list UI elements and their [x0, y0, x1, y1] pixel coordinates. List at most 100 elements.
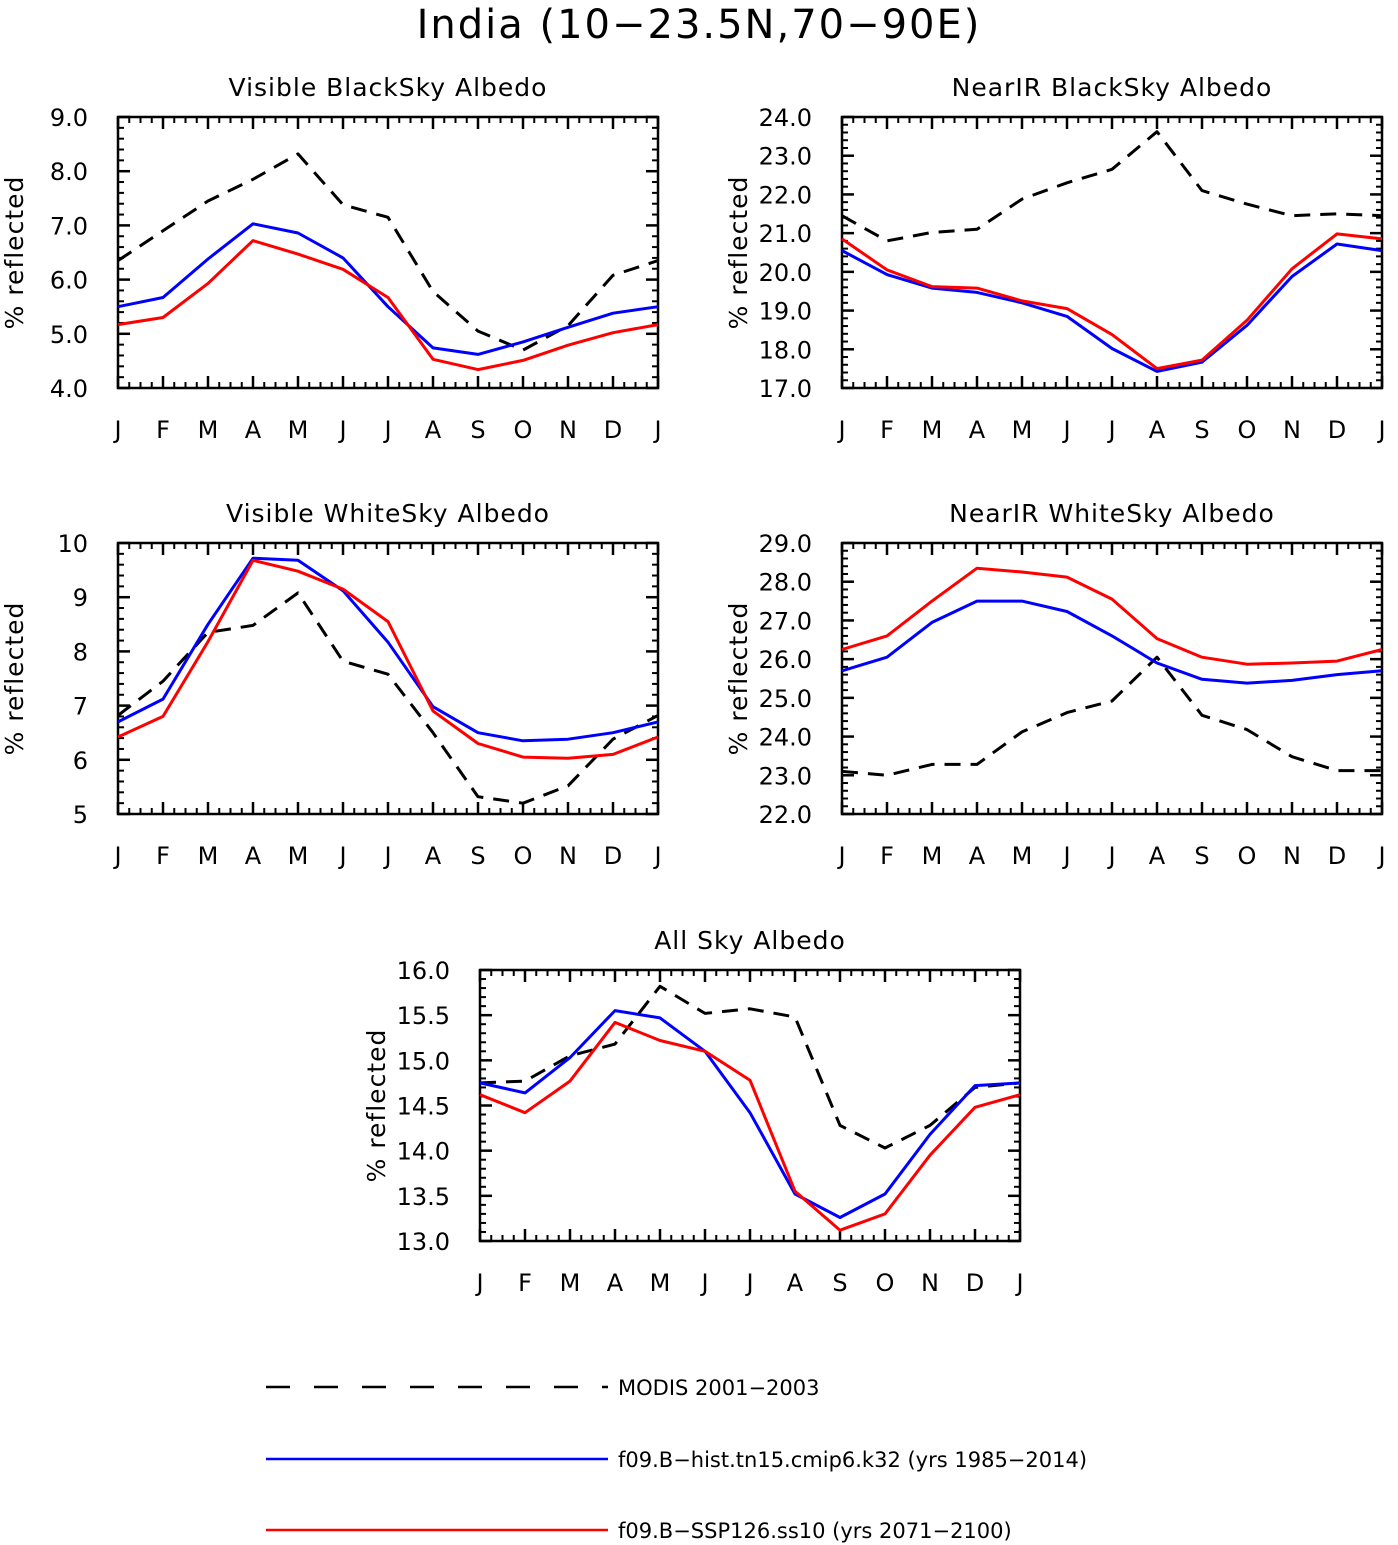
x-tick-label: J	[1376, 416, 1385, 444]
x-tick-label: J	[1061, 416, 1070, 444]
x-tick-label: A	[425, 416, 442, 444]
y-axis-label: % reflected	[362, 1029, 391, 1183]
x-tick-label: J	[652, 842, 661, 870]
x-tick-label: N	[559, 416, 577, 444]
panel-title: NearIR BlackSky Albedo	[952, 73, 1273, 102]
x-tick-label: J	[836, 842, 845, 870]
x-tick-label: M	[1012, 842, 1033, 870]
x-tick-label: M	[198, 416, 219, 444]
y-tick-label: 5	[73, 801, 88, 829]
x-tick-label: D	[966, 1269, 984, 1297]
x-tick-label: N	[559, 842, 577, 870]
y-tick-label: 21.0	[759, 220, 812, 248]
y-tick-label: 18.0	[759, 336, 812, 364]
x-tick-label: J	[652, 416, 661, 444]
x-tick-label: S	[470, 416, 485, 444]
series-line-modis	[841, 655, 1382, 777]
series-line-ssp	[841, 232, 1383, 371]
series-line-ssp	[479, 1020, 1021, 1232]
y-tick-label: 24.0	[759, 104, 812, 132]
y-tick-label: 7.0	[50, 212, 88, 240]
x-tick-label: M	[922, 842, 943, 870]
y-tick-label: 13.0	[397, 1228, 450, 1256]
series-line-ssp	[841, 566, 1383, 666]
y-tick-label: 6	[73, 747, 88, 775]
x-tick-label: J	[337, 842, 346, 870]
x-tick-label: A	[969, 842, 986, 870]
x-tick-label: A	[245, 416, 262, 444]
x-tick-label: S	[1194, 416, 1209, 444]
x-tick-label: M	[560, 1269, 581, 1297]
y-tick-label: 23.0	[759, 143, 812, 171]
plot-frame	[478, 968, 1022, 1243]
y-tick-label: 22.0	[759, 801, 812, 829]
x-tick-label: J	[112, 842, 121, 870]
y-tick-label: 22.0	[759, 181, 812, 209]
x-tick-label: N	[1283, 416, 1301, 444]
x-tick-label: O	[1238, 416, 1257, 444]
x-tick-label: J	[382, 842, 391, 870]
y-tick-label: 16.0	[397, 957, 450, 985]
legend-label-modis: MODIS 2001−2003	[618, 1376, 820, 1400]
panel-title: Visible WhiteSky Albedo	[226, 499, 550, 528]
y-tick-label: 9	[73, 584, 88, 612]
y-tick-label: 15.5	[397, 1002, 450, 1030]
plot-frame	[116, 541, 660, 816]
x-tick-label: D	[604, 842, 622, 870]
series-line-modis	[117, 152, 659, 352]
x-tick-label: F	[880, 416, 894, 444]
series-line-modis	[841, 130, 1383, 243]
figure-title: India (10−23.5N,70−90E)	[417, 2, 982, 48]
x-tick-label: N	[1283, 842, 1301, 870]
y-tick-label: 8	[73, 638, 88, 666]
x-tick-label: A	[1149, 416, 1166, 444]
y-tick-label: 19.0	[759, 298, 812, 326]
x-tick-label: F	[518, 1269, 532, 1297]
panel-title: NearIR WhiteSky Albedo	[949, 499, 1275, 528]
y-tick-label: 28.0	[759, 569, 812, 597]
x-tick-label: F	[880, 842, 894, 870]
x-tick-label: O	[1238, 842, 1257, 870]
y-axis-label: % reflected	[724, 602, 753, 756]
y-tick-label: 8.0	[50, 158, 88, 186]
x-tick-label: A	[1149, 842, 1166, 870]
series-line-hist	[117, 556, 659, 743]
x-tick-label: O	[514, 416, 533, 444]
y-tick-label: 14.5	[397, 1093, 450, 1121]
x-tick-label: D	[1328, 416, 1346, 444]
series-line-hist	[117, 222, 659, 356]
x-tick-label: A	[787, 1269, 804, 1297]
legend: MODIS 2001−2003 f09.B−hist.tn15.cmip6.k32…	[266, 1376, 1087, 1543]
x-tick-label: A	[607, 1269, 624, 1297]
y-tick-label: 9.0	[50, 104, 88, 132]
series-line-ssp	[117, 239, 659, 372]
y-tick-label: 17.0	[759, 375, 812, 403]
x-tick-label: D	[1328, 842, 1346, 870]
y-axis-label: % reflected	[724, 176, 753, 330]
x-tick-label: M	[288, 416, 309, 444]
x-tick-label: J	[1376, 842, 1385, 870]
x-tick-label: J	[1061, 842, 1070, 870]
x-tick-label: S	[1194, 842, 1209, 870]
x-tick-label: F	[156, 416, 170, 444]
series-line-ssp	[117, 558, 659, 760]
x-tick-label: M	[198, 842, 219, 870]
x-tick-label: M	[650, 1269, 671, 1297]
y-tick-label: 26.0	[759, 646, 812, 674]
y-axis-label: % reflected	[0, 176, 29, 330]
x-tick-label: S	[470, 842, 485, 870]
x-tick-label: J	[474, 1269, 483, 1297]
y-tick-label: 7	[73, 693, 88, 721]
x-tick-label: J	[699, 1269, 708, 1297]
x-tick-label: J	[1106, 842, 1115, 870]
x-tick-label: J	[382, 416, 391, 444]
plot-frame	[116, 115, 660, 390]
y-tick-label: 10	[57, 530, 88, 558]
x-tick-label: J	[836, 416, 845, 444]
x-tick-label: O	[876, 1269, 895, 1297]
